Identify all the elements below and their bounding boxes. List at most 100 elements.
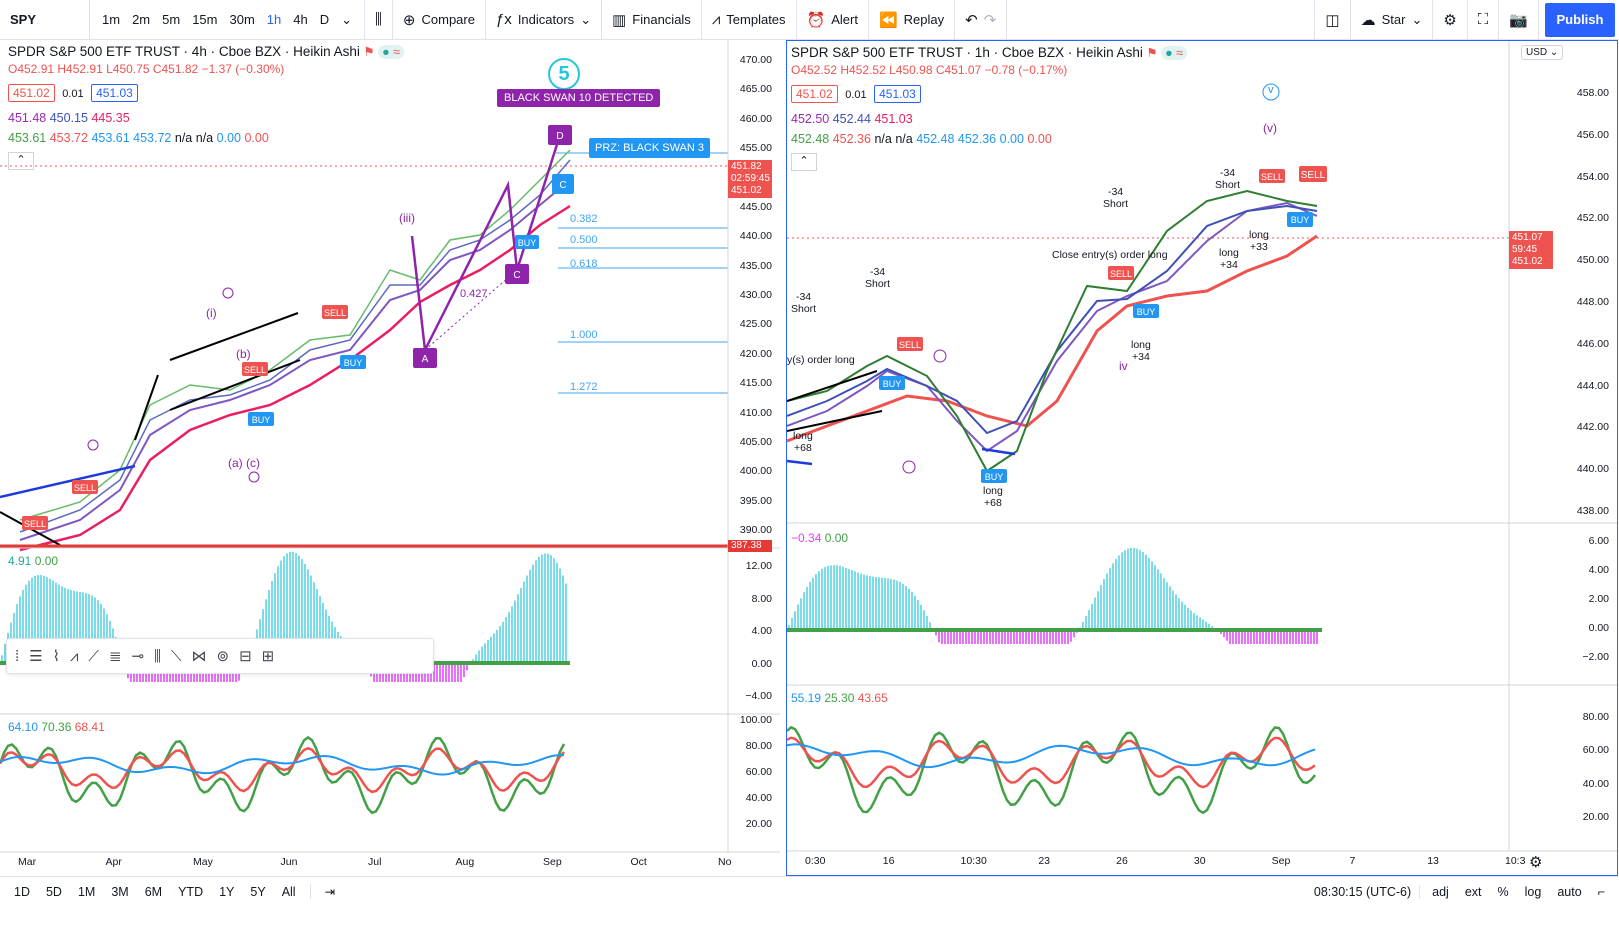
- alert-button[interactable]: ⏰ Alert: [797, 0, 869, 40]
- undo-button[interactable]: ↶ ↷: [955, 0, 1008, 40]
- fullscreen-button[interactable]: ⛶: [1468, 0, 1500, 40]
- bracket-icon[interactable]: ⌐: [1597, 884, 1605, 899]
- indicators-button[interactable]: ƒx Indicators ⌄: [486, 0, 603, 40]
- range-All[interactable]: All: [281, 884, 296, 899]
- replay-button[interactable]: ⏪ Replay: [869, 0, 956, 40]
- clock-time[interactable]: 08:30:15 (UTC-6): [1313, 884, 1412, 899]
- right-ind2-val5: 452.48: [916, 132, 955, 146]
- left-chart-canvas[interactable]: A C D C SELL BUY BUY SELL SELL SELL BUY …: [0, 40, 780, 876]
- right-time-axis[interactable]: 0:30 16 10:30 23 26 30 Sep 7 13 10:3: [787, 851, 1525, 875]
- right-legend-title[interactable]: SPDR S&P 500 ETF TRUST · 1h · Cboe BZX ·…: [791, 45, 1187, 60]
- lines-tool-icon[interactable]: ☰: [29, 648, 43, 665]
- range-6M[interactable]: 6M: [144, 884, 163, 899]
- right-chart-pane[interactable]: SELL SELL SELL BUY BUY BUY BUY SELL SPDR…: [786, 40, 1618, 876]
- toggle-percent[interactable]: %: [1497, 884, 1509, 899]
- right-osc-axis[interactable]: 6.00 4.00 2.00 0.00 −2.00: [1509, 523, 1617, 685]
- range-5D[interactable]: 5D: [45, 884, 62, 899]
- layout-button[interactable]: ◫: [1314, 0, 1351, 40]
- toggle-ext[interactable]: ext: [1464, 884, 1482, 899]
- right-osc-axis-tick: −2.00: [1582, 651, 1609, 663]
- more-tools-icon[interactable]: ⊞: [261, 648, 275, 665]
- left-time-axis[interactable]: Mar Apr May Jun Jul Aug Sep Oct No: [0, 852, 731, 876]
- snapshot-button[interactable]: 📷: [1499, 0, 1539, 40]
- layout-name-button[interactable]: ☁ Star ⌄: [1351, 0, 1434, 40]
- interval-15m[interactable]: 15m: [192, 12, 218, 27]
- interval-1m[interactable]: 1m: [102, 12, 121, 27]
- range-5Y[interactable]: 5Y: [250, 884, 266, 899]
- interval-2m[interactable]: 2m: [132, 12, 151, 27]
- cycle-tool-icon[interactable]: ⊚: [216, 648, 230, 665]
- trendline-tool-icon[interactable]: ⟍: [171, 647, 182, 665]
- range-1D[interactable]: 1D: [14, 884, 30, 899]
- left-rsi-axis[interactable]: 100.00 80.00 60.00 40.00 20.00: [728, 714, 780, 852]
- right-rsi-blue: [787, 743, 1316, 769]
- toggle-adj[interactable]: adj: [1419, 884, 1457, 899]
- xabcd-tool-icon[interactable]: ⋈: [191, 648, 207, 665]
- interval-1h[interactable]: 1h: [266, 12, 282, 27]
- wave-tool-icon[interactable]: ⌇: [52, 648, 60, 665]
- left-price-axis[interactable]: 470.00465.00460.00455.00450.00445.00440.…: [728, 40, 780, 548]
- right-oscillator-bars: [788, 547, 1318, 644]
- range-1Y[interactable]: 1Y: [219, 884, 235, 899]
- marker-C-label: C: [513, 270, 520, 281]
- right-buy-price[interactable]: 451.03: [874, 85, 921, 103]
- right-sell-price[interactable]: 451.02: [791, 85, 838, 103]
- left-ind2-val8: 0.00: [244, 131, 269, 145]
- left-sell-price[interactable]: 451.02: [8, 84, 55, 102]
- publish-button[interactable]: Publish: [1545, 2, 1615, 37]
- chart-type-button[interactable]: ⫼: [365, 0, 393, 40]
- left-osc-axis[interactable]: 12.00 8.00 4.00 0.00 −4.00: [728, 548, 780, 714]
- compare-button[interactable]: ⊕ Compare: [393, 0, 486, 40]
- collapse-legend-button[interactable]: ⌃: [8, 152, 34, 170]
- templates-button[interactable]: ⩘ Templates: [702, 0, 797, 40]
- fib-tool-icon[interactable]: ≣: [108, 648, 122, 665]
- right-trend-blue: [981, 447, 1016, 456]
- left-title: SPDR S&P 500 ETF TRUST · 4h · Cboe BZX ·…: [8, 44, 360, 59]
- interval-5m[interactable]: 5m: [162, 12, 181, 27]
- right-buy-badge-3-label: BUY: [985, 472, 1004, 482]
- templates-icon: ⩘: [711, 11, 721, 28]
- right-osc-val2: 0.00: [824, 531, 849, 545]
- flag-icon: ⚑: [1146, 46, 1158, 60]
- symbol-search[interactable]: SPY: [0, 0, 90, 40]
- interval-30m[interactable]: 30m: [229, 12, 255, 27]
- right-price-axis-tick: 448.00: [1576, 296, 1609, 308]
- right-price-axis-tick: 458.00: [1576, 87, 1609, 99]
- interval-4h[interactable]: 4h: [293, 12, 308, 27]
- sell-badge-3-label: SELL: [24, 519, 46, 529]
- chart-settings-gear-icon[interactable]: ⚙: [1529, 854, 1543, 871]
- range-3M[interactable]: 3M: [111, 884, 129, 899]
- left-ind2-val7: 0.00: [216, 131, 241, 145]
- goto-date-icon[interactable]: ⇥: [309, 884, 343, 899]
- collapse-legend-button[interactable]: ⌃: [791, 153, 817, 171]
- hline-tool-icon[interactable]: ⊸: [131, 648, 145, 665]
- financials-button[interactable]: ▥ Financials: [602, 0, 702, 40]
- drag-handle-icon[interactable]: ⁞: [15, 647, 20, 665]
- range-YTD[interactable]: YTD: [178, 884, 204, 899]
- chevron-down-icon[interactable]: ⌄: [341, 11, 353, 27]
- toggle-auto[interactable]: auto: [1557, 884, 1582, 899]
- fx-icon: ƒx: [495, 11, 512, 28]
- redo-icon[interactable]: ↷: [983, 11, 997, 29]
- right-chart-canvas[interactable]: SELL SELL SELL BUY BUY BUY BUY SELL: [787, 41, 1617, 875]
- ruler-tool-icon[interactable]: ⫼: [154, 647, 161, 665]
- left-buy-price[interactable]: 451.03: [91, 84, 138, 102]
- left-time-axis-tick: Apr: [105, 856, 122, 868]
- left-bid-tag-value: 451.02: [731, 185, 762, 196]
- settings-button[interactable]: ⚙: [1433, 0, 1468, 40]
- right-rsi-axis[interactable]: 80.00 60.00 40.00 20.00: [1509, 685, 1617, 851]
- currency-selector[interactable]: USD ⌄: [1521, 45, 1564, 60]
- pattern-tool-icon[interactable]: ⩘: [69, 647, 79, 665]
- brush-tool-icon[interactable]: ⟋: [88, 647, 99, 665]
- left-legend-title[interactable]: SPDR S&P 500 ETF TRUST · 4h · Cboe BZX ·…: [8, 44, 404, 59]
- currency-label: USD: [1526, 47, 1548, 58]
- right-close-order-label: Close entry(s) order long: [1052, 249, 1168, 261]
- wave-label-a-c: (a) (c): [228, 456, 260, 470]
- left-chart-pane[interactable]: A C D C SELL BUY BUY SELL SELL SELL BUY …: [0, 40, 780, 876]
- toggle-log[interactable]: log: [1524, 884, 1542, 899]
- interval-D[interactable]: D: [319, 12, 330, 27]
- right-price-axis[interactable]: 458.00 456.00 454.00 452.00 450.00 448.00 446.…: [1509, 41, 1617, 523]
- right-short-word-2: Short: [865, 278, 891, 290]
- range-1M[interactable]: 1M: [77, 884, 96, 899]
- gann-tool-icon[interactable]: ⊟: [239, 648, 252, 665]
